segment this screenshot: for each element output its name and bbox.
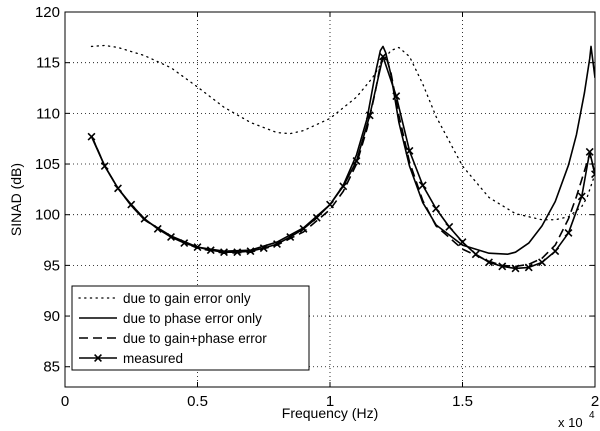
data-point-marker [299, 224, 308, 233]
data-point-marker [100, 162, 109, 171]
data-point-marker [392, 92, 401, 101]
data-point-marker [220, 248, 228, 257]
x-tick-label: 0 [61, 393, 69, 410]
data-point-marker [352, 157, 361, 165]
y-tick-label: 115 [36, 55, 60, 72]
data-point-marker [577, 192, 586, 201]
x-scale-exponent: 4 [589, 410, 595, 421]
data-point-marker [551, 247, 560, 256]
legend-entry: measured [79, 351, 183, 366]
legend-label: due to gain+phase error [123, 331, 267, 346]
data-point-marker [445, 222, 454, 231]
data-point-marker [471, 250, 480, 259]
data-point-marker [286, 233, 295, 241]
y-tick-label: 100 [35, 207, 60, 224]
y-tick-label: 90 [43, 308, 60, 325]
data-point-marker [259, 244, 268, 253]
data-point-marker [153, 224, 162, 233]
legend-entry: due to gain error only [78, 291, 251, 306]
data-point-marker [405, 146, 414, 155]
data-point-marker [524, 263, 533, 272]
data-point-marker [485, 258, 493, 267]
legend-label: measured [123, 351, 183, 366]
y-tick-label: 120 [35, 4, 60, 21]
data-point-marker [312, 213, 321, 222]
data-point-marker [418, 181, 427, 190]
data-point-marker [511, 264, 520, 273]
x-tick-label: 1.5 [452, 393, 473, 410]
data-point-marker [564, 228, 573, 237]
data-point-marker [206, 246, 215, 255]
data-point-marker [180, 239, 189, 248]
x-tick-label: 2 [591, 393, 599, 410]
legend-label: due to phase error only [123, 311, 262, 326]
data-point-marker [585, 147, 594, 156]
y-axis-label: SINAD (dB) [8, 163, 24, 236]
data-point-marker [127, 200, 136, 209]
data-point-marker [87, 132, 96, 141]
legend-box [71, 285, 310, 371]
legend-label: due to gain error only [123, 291, 251, 306]
plot-series [87, 44, 595, 273]
data-point-marker [339, 182, 348, 191]
series-line [90, 44, 595, 221]
axis-ticks: 0 0.5 1 1.5 2 85 90 95 100 105 110 115 120 [35, 4, 599, 410]
data-point-marker [379, 52, 387, 61]
data-point-marker [326, 200, 334, 209]
data-point-marker [432, 204, 440, 213]
x-scale-factor: x 10 4 [558, 410, 595, 430]
data-point-marker [193, 243, 202, 252]
data-point-marker [246, 247, 255, 256]
legend-entry: due to gain+phase error [79, 331, 267, 346]
series-solid-x-markers [87, 52, 595, 273]
x-axis-label: Frequency (Hz) [282, 405, 378, 421]
data-point-marker [365, 111, 374, 120]
x-scale-base: x 10 [558, 415, 583, 430]
y-tick-label: 105 [35, 156, 60, 173]
x-tick-label: 0.5 [187, 393, 208, 410]
x-tick-label: 1 [326, 393, 334, 410]
data-point-marker [114, 184, 122, 193]
data-point-marker [167, 233, 175, 241]
legend-marker [94, 354, 102, 362]
legend: due to gain error only due to phase error… [71, 285, 310, 371]
data-point-marker [538, 258, 546, 267]
data-point-marker [458, 238, 467, 247]
data-point-marker [233, 248, 242, 257]
legend-entry: due to phase error only [79, 311, 262, 326]
y-tick-label: 110 [36, 105, 60, 122]
data-point-marker [498, 262, 507, 271]
data-point-marker [273, 240, 281, 249]
data-point-marker [591, 170, 595, 179]
series-dotted [90, 44, 595, 221]
y-tick-label: 95 [43, 257, 60, 274]
data-point-marker [140, 214, 149, 223]
y-tick-label: 85 [43, 359, 60, 376]
series-line [90, 55, 595, 270]
